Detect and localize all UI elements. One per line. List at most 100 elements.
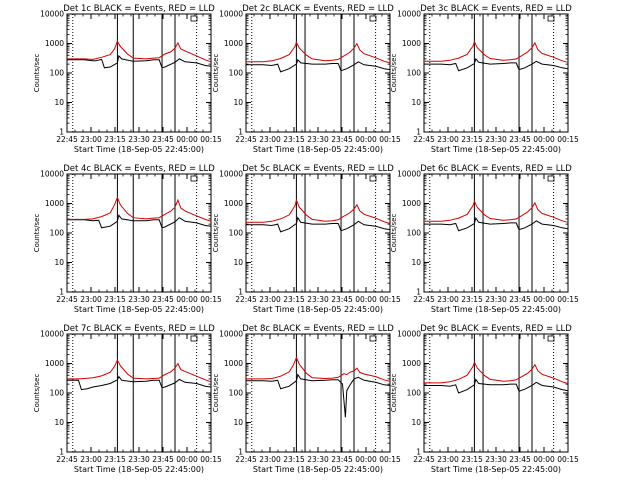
y-tick-label: 1000 [402,39,421,48]
x-tick-label: 00:15 [557,455,579,464]
y-tick-label: 1000 [45,39,64,48]
y-tick-label: 10000 [397,170,421,179]
x-tick-label: 22:45 [56,135,78,144]
corner-marker [547,15,555,22]
x-tick-label: 23:00 [80,135,102,144]
chart-panel: 1 10 100 1000 10000 22:45 23:00 23:15 23:30 23:45… [33,164,222,314]
chart-title: Det 5c BLACK = Events, RED = LLD [242,164,394,174]
series-events-line [424,216,569,232]
y-tick-label: 10 [233,418,243,427]
y-tick-label: 100 [50,229,65,238]
y-tick-label: 100 [229,389,244,398]
x-tick-label: 23:00 [80,295,102,304]
x-tick-label: 23:00 [80,455,102,464]
series-lld-line [424,40,569,63]
y-tick-label: 10000 [40,170,64,179]
x-tick-label: 23:00 [437,455,459,464]
x-tick-label: 23:30 [485,455,507,464]
x-tick-label: 23:30 [307,295,329,304]
series-events-line [246,216,391,233]
series-lld-line [67,196,212,222]
x-tick-label: 00:15 [379,455,401,464]
x-tick-label: 23:00 [259,135,281,144]
x-tick-label: 23:00 [437,135,459,144]
x-tick-label: 00:00 [533,135,555,144]
corner-marker [190,175,198,182]
x-axis-label: Start Time (18-Sep-05 22:45:00) [253,305,383,314]
plot-frame [245,173,391,293]
plot-frame [66,333,212,453]
x-tick-label: 00:00 [355,455,377,464]
series-events-line [67,214,212,229]
y-tick-label: 10 [54,258,64,267]
corner-marker [547,335,555,342]
chart-title: Det 7c BLACK = Events, RED = LLD [63,324,215,334]
corner-marker [547,175,555,182]
series-events-line [246,373,391,418]
x-tick-label: 23:45 [509,135,531,144]
x-tick-label: 23:15 [104,135,126,144]
y-tick-label: 100 [407,69,422,78]
chart-title: Det 2c BLACK = Events, RED = LLD [242,4,394,14]
series-lld-line [67,358,212,383]
y-tick-label: 10 [411,418,421,427]
x-tick-label: 23:30 [485,135,507,144]
y-tick-label: 1 [59,128,64,137]
x-tick-label: 22:45 [56,295,78,304]
y-tick-label: 1 [238,288,243,297]
y-tick-label: 1000 [224,39,243,48]
y-axis-label: Counts/sec [390,214,398,253]
y-axis-label: Counts/sec [212,54,220,93]
series-events-line [67,54,212,69]
x-tick-label: 00:15 [557,295,579,304]
x-axis-label: Start Time (18-Sep-05 22:45:00) [431,305,561,314]
x-tick-label: 23:30 [128,135,150,144]
y-tick-label: 1 [59,448,64,457]
y-tick-label: 1000 [402,199,421,208]
x-tick-label: 23:45 [331,135,353,144]
y-axis-label: Counts/sec [390,374,398,413]
x-tick-label: 23:00 [259,295,281,304]
series-events-line [246,58,391,73]
plot-frame [66,173,212,293]
x-tick-label: 22:45 [413,455,435,464]
x-tick-label: 23:45 [152,455,174,464]
series-lld-line [424,361,569,384]
x-tick-label: 23:30 [307,455,329,464]
y-tick-label: 100 [407,389,422,398]
x-tick-label: 23:15 [461,295,483,304]
y-tick-label: 1000 [224,199,243,208]
x-axis-label: Start Time (18-Sep-05 22:45:00) [431,145,561,154]
y-axis-label: Counts/sec [33,54,41,93]
x-axis-label: Start Time (18-Sep-05 22:45:00) [74,465,204,474]
x-tick-label: 00:15 [200,295,222,304]
x-tick-label: 23:45 [152,295,174,304]
x-tick-label: 00:00 [355,295,377,304]
plot-frame [423,13,569,133]
x-tick-label: 00:00 [176,295,198,304]
x-axis-label: Start Time (18-Sep-05 22:45:00) [74,145,204,154]
chart-panel: 1 10 100 1000 10000 22:45 23:00 23:15 23:30 23:45… [33,4,222,154]
x-tick-label: 00:15 [557,135,579,144]
y-tick-label: 10 [411,98,421,107]
x-tick-label: 23:45 [152,135,174,144]
y-tick-label: 10000 [219,10,243,19]
y-tick-label: 1 [59,288,64,297]
y-tick-label: 10000 [397,10,421,19]
x-tick-label: 23:30 [128,295,150,304]
corner-marker [190,335,198,342]
x-tick-label: 23:45 [509,295,531,304]
y-tick-label: 1000 [45,359,64,368]
chart-title: Det 6c BLACK = Events, RED = LLD [420,164,572,174]
y-axis-label: Counts/sec [390,54,398,93]
chart-panel: 1 10 100 1000 10000 22:45 23:00 23:15 23:30 23:45… [33,324,222,474]
chart-title: Det 9c BLACK = Events, RED = LLD [420,324,572,334]
y-tick-label: 1 [416,448,421,457]
y-tick-label: 10 [54,418,64,427]
y-tick-label: 1 [416,128,421,137]
series-lld-line [246,356,391,382]
x-tick-label: 23:15 [283,455,305,464]
x-tick-label: 00:15 [200,455,222,464]
y-tick-label: 100 [407,229,422,238]
